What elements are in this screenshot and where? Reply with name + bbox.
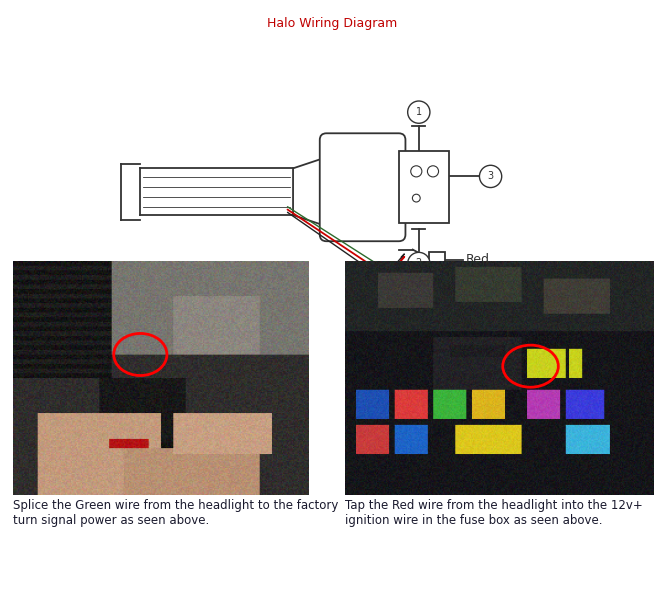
Circle shape xyxy=(479,165,502,188)
Text: 1: 1 xyxy=(416,107,422,117)
Text: Splice the Green wire from the headlight to the factory
turn signal power as see: Splice the Green wire from the headlight… xyxy=(13,499,339,527)
Text: Tap the Red wire from the headlight into the 12v+
ignition wire in the fuse box : Tap the Red wire from the headlight into… xyxy=(345,499,643,527)
Circle shape xyxy=(408,253,430,274)
Bar xyxy=(430,286,445,300)
Polygon shape xyxy=(293,157,327,226)
Circle shape xyxy=(412,194,420,202)
Text: Red: Red xyxy=(465,253,489,266)
Text: Green: Green xyxy=(465,287,503,299)
Bar xyxy=(399,151,449,223)
FancyBboxPatch shape xyxy=(320,134,406,241)
Bar xyxy=(430,253,445,267)
Text: 3: 3 xyxy=(487,171,493,181)
Text: 2: 2 xyxy=(416,259,422,268)
Circle shape xyxy=(411,166,422,177)
Circle shape xyxy=(428,166,438,177)
Text: Halo Wiring Diagram: Halo Wiring Diagram xyxy=(267,17,397,30)
Circle shape xyxy=(408,101,430,123)
